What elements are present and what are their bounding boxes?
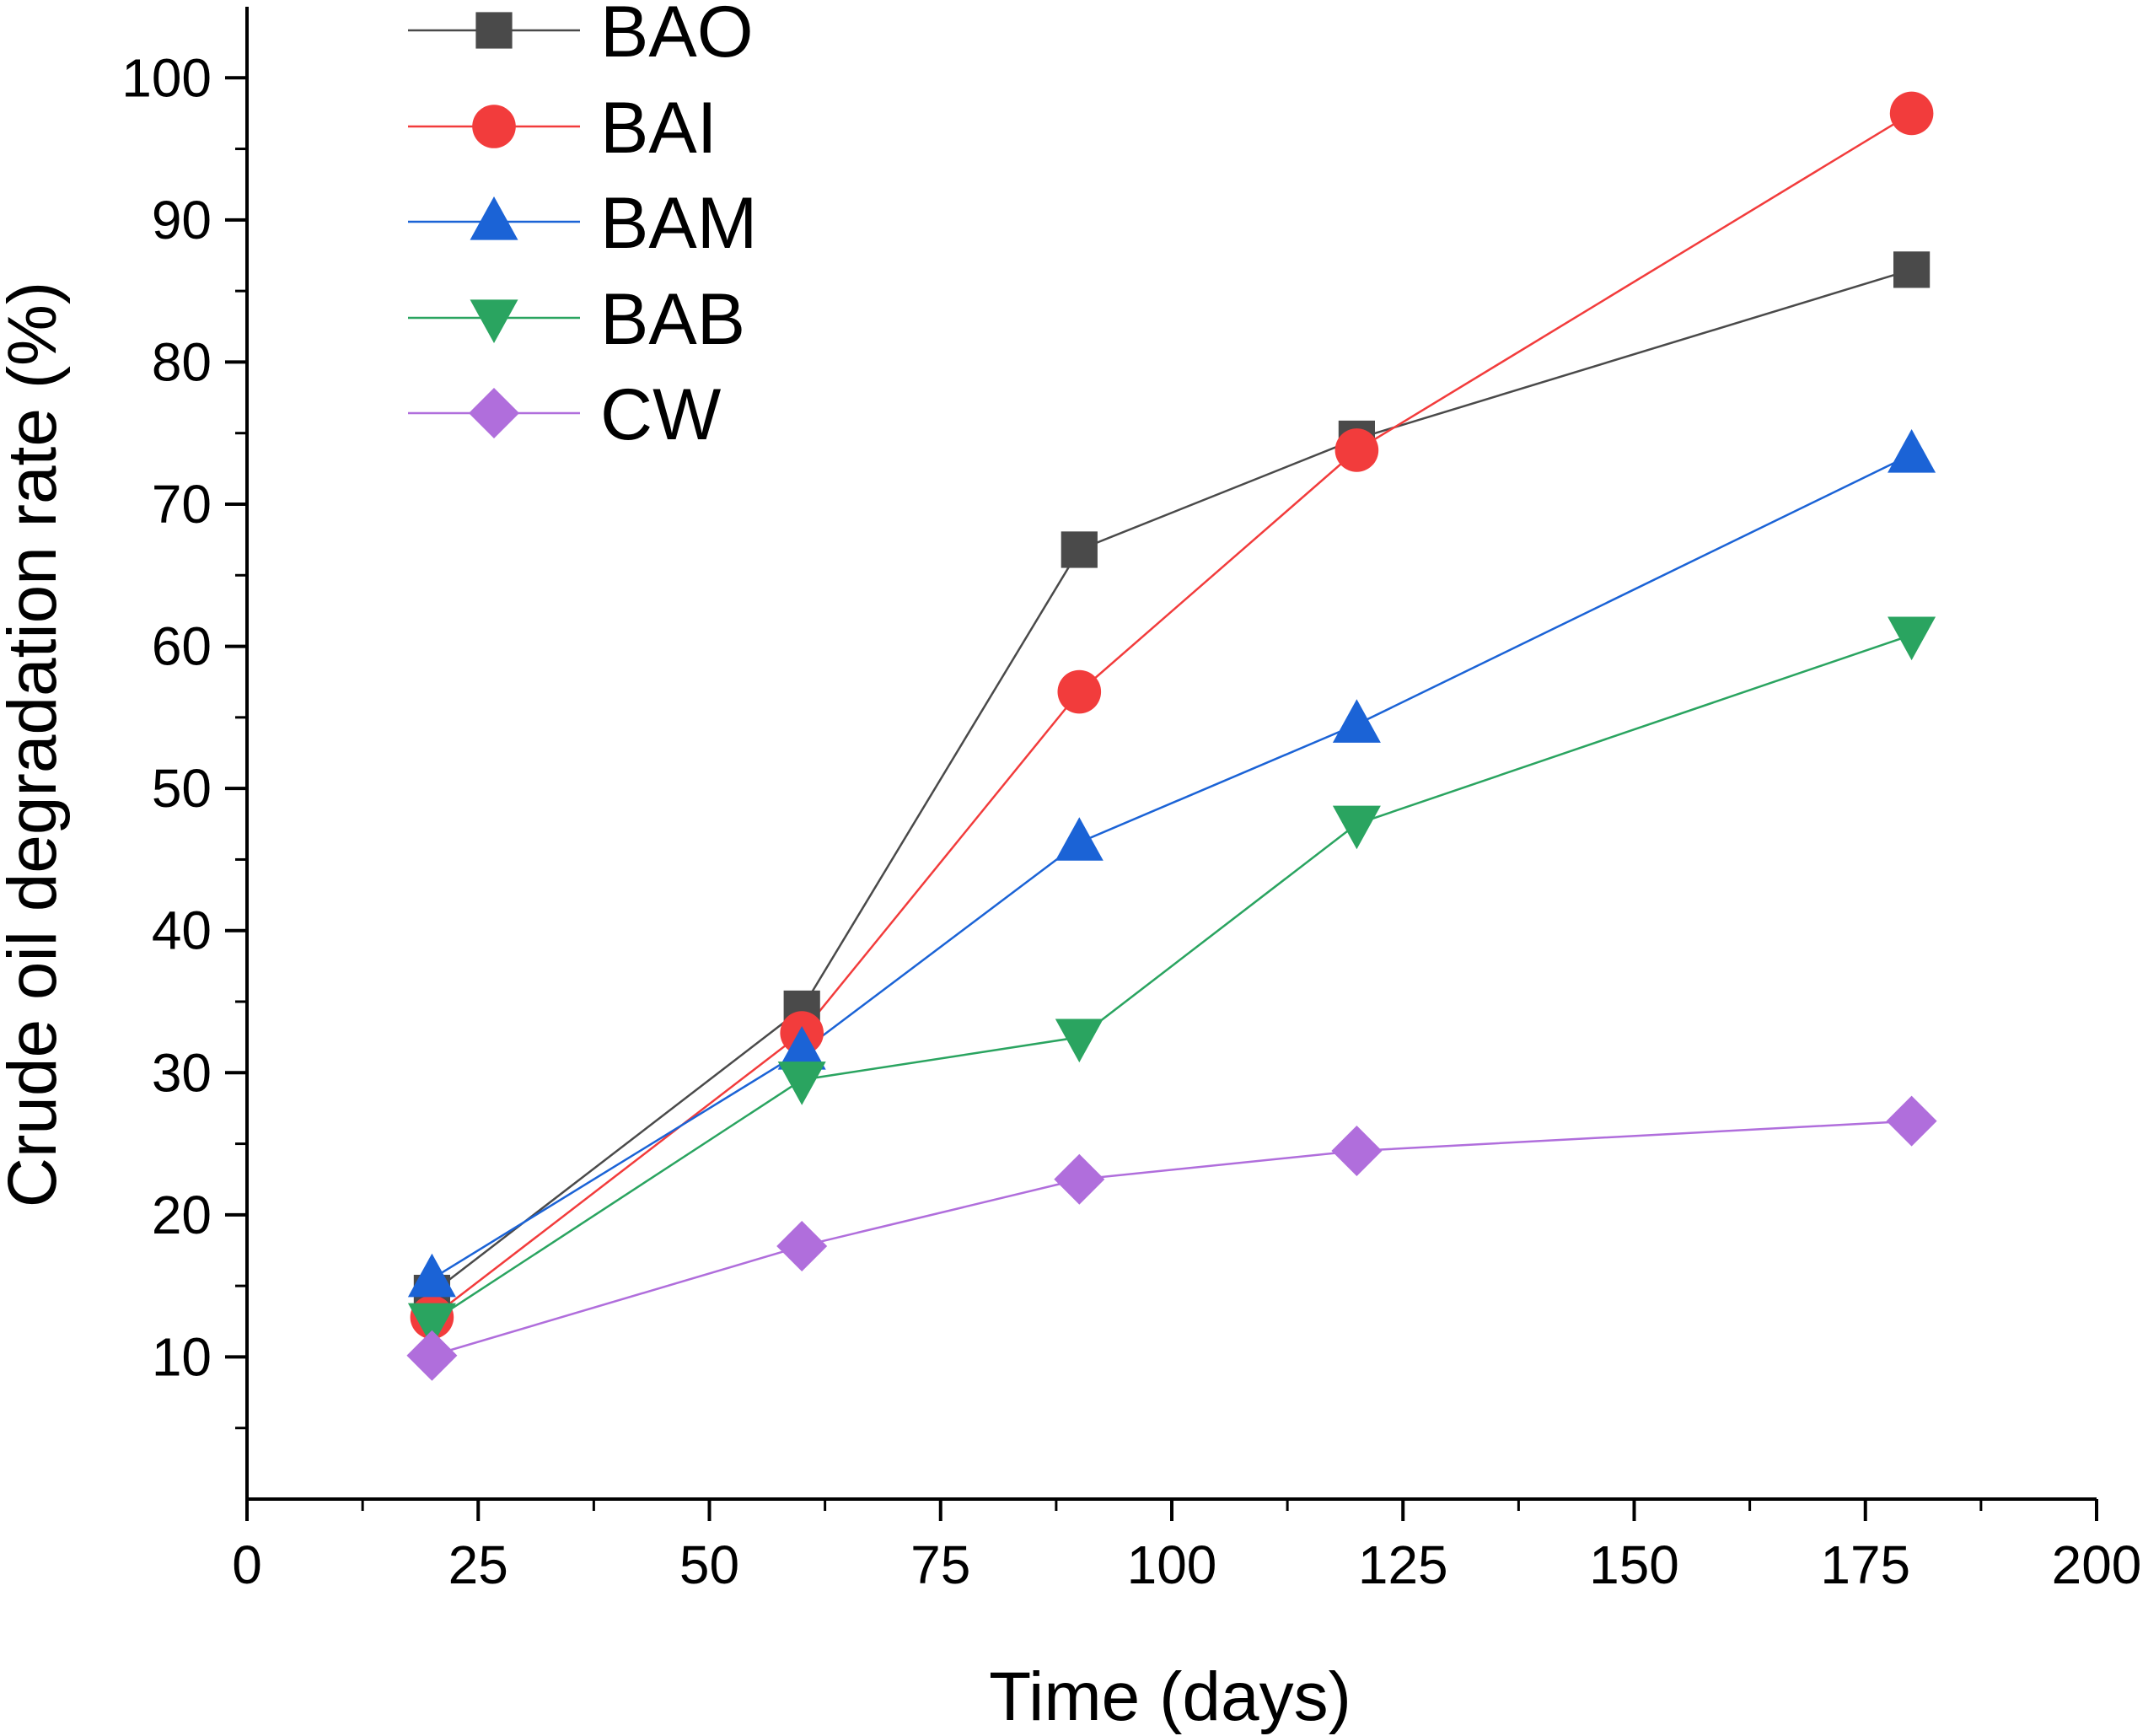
data-point-bam [407,1253,456,1298]
data-point-bam [777,1026,826,1070]
data-point-cw [1331,1126,1383,1176]
y-tick-label: 90 [152,190,212,250]
data-point-cw [1886,1095,1937,1147]
series-markers [406,91,1937,1381]
data-point-bao [1893,251,1931,288]
series-line-bam [431,453,1913,1280]
x-tick-label: 125 [1358,1534,1448,1595]
data-point-bab [407,1303,456,1347]
legend-marker-bao [475,12,513,49]
data-point-bai [1334,428,1379,472]
legend-label-bab: BAB [600,279,745,360]
data-point-bab [1055,1018,1104,1063]
legend-label-bai: BAI [600,88,717,169]
y-tick-label: 100 [121,47,212,108]
data-point-bam [1055,817,1104,861]
legend: BAO BAI BAM BAB CW [408,0,757,455]
legend-marker-bai [472,105,516,148]
x-tick-label: 75 [910,1534,970,1595]
legend-item-bai: BAI [408,88,717,169]
x-tick-label: 150 [1589,1534,1679,1595]
data-point-cw [406,1330,458,1381]
data-point-bam [1888,429,1936,473]
legend-item-cw: CW [408,374,721,455]
legend-label-cw: CW [600,374,721,455]
data-point-bai [1889,91,1934,136]
y-tick-label: 80 [152,331,212,392]
y-tick-label: 40 [152,900,212,961]
x-tick-label: 200 [2052,1534,2142,1595]
y-tick-label: 70 [152,474,212,535]
x-axis-title: Time (days) [989,1658,1351,1735]
data-point-bam [1332,699,1381,743]
axes: 0 25 50 75 100 125 150 175 200 10 20 30 40 50 60 70 80 90… [121,7,2141,1595]
data-point-bai [1057,669,1102,714]
x-tick-label: 50 [679,1534,739,1595]
legend-marker-bam [470,196,518,240]
legend-label-bam: BAM [600,183,757,264]
x-tick-label: 100 [1127,1534,1217,1595]
series-line-bab [431,633,1913,1323]
legend-item-bab: BAB [408,279,745,360]
data-point-cw [776,1220,828,1271]
data-point-bab [1332,805,1381,850]
y-tick-label: 30 [152,1042,212,1103]
data-point-bao [1061,531,1098,568]
legend-marker-bab [470,299,518,343]
x-tick-label: 175 [1820,1534,1910,1595]
x-tick-label: 25 [448,1534,508,1595]
legend-item-bam: BAM [408,183,757,264]
legend-item-bao: BAO [408,0,754,73]
y-axis-title: Crude oil degradation rate (%) [0,282,71,1207]
y-tick-label: 60 [152,616,212,677]
series-line-cw [432,1120,1912,1357]
y-tick-label: 50 [152,758,212,819]
data-point-cw [1054,1153,1105,1205]
legend-marker-cw [469,388,519,438]
x-tick-label: 0 [232,1534,262,1595]
y-tick-label: 10 [152,1326,212,1387]
legend-label-bao: BAO [600,0,754,73]
data-point-bab [1888,616,1936,661]
data-point-bab [777,1061,826,1105]
y-tick-label: 20 [152,1185,212,1245]
